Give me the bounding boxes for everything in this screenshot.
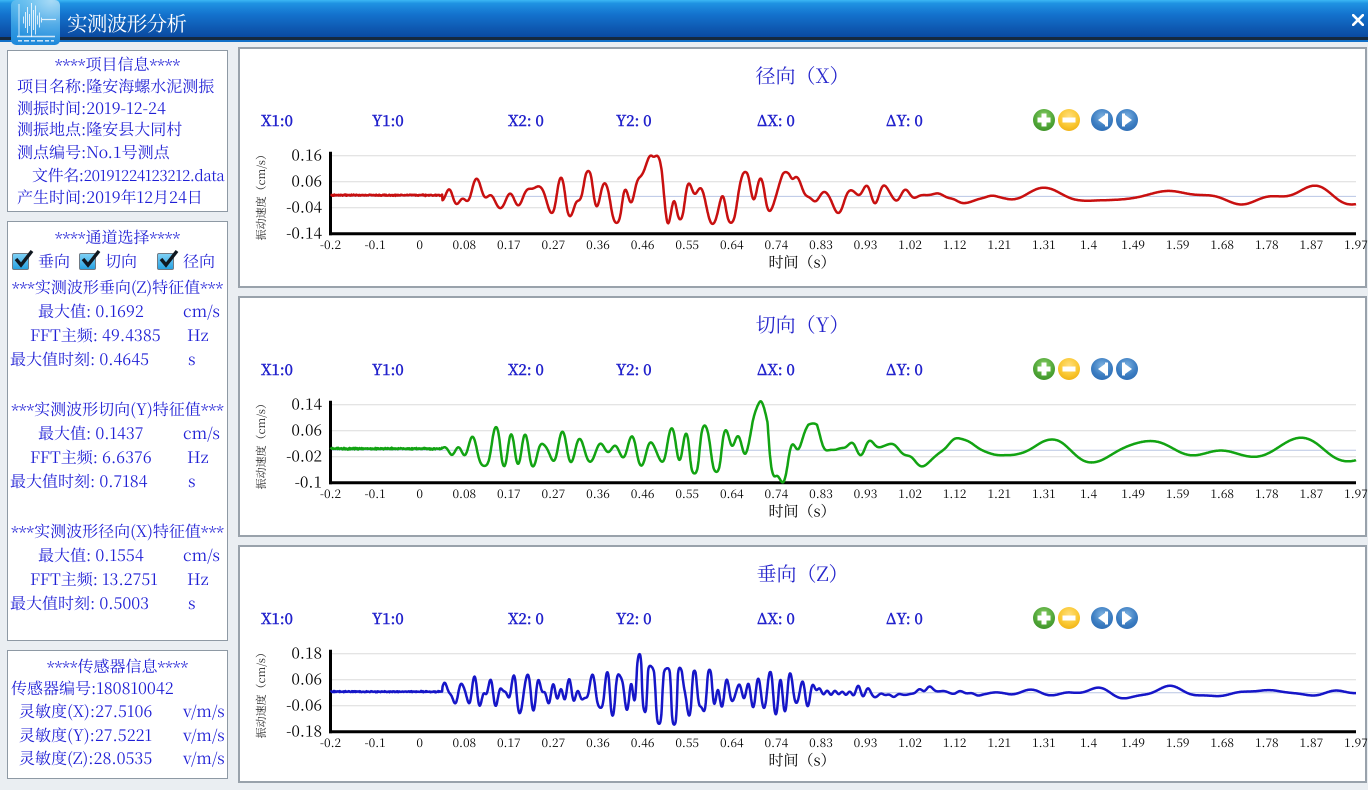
svg-text:-0.2: -0.2: [320, 734, 342, 751]
svg-text:时间（s）: 时间（s）: [768, 252, 835, 273]
svg-text:0.06: 0.06: [291, 170, 322, 192]
svg-text:-0.02: -0.02: [286, 445, 322, 467]
svg-text:0: 0: [416, 485, 423, 502]
svg-text:0.74: 0.74: [765, 485, 789, 502]
svg-text:1.4: 1.4: [1080, 485, 1098, 502]
svg-text:0.83: 0.83: [809, 734, 833, 751]
svg-text:0.83: 0.83: [809, 485, 833, 502]
svg-text:1.78: 1.78: [1255, 734, 1279, 751]
svg-text:-0.1: -0.1: [295, 471, 322, 493]
svg-text:-0.2: -0.2: [320, 485, 342, 502]
svg-text:-0.2: -0.2: [320, 236, 342, 253]
svg-text:1.4: 1.4: [1080, 236, 1098, 253]
svg-text:0.64: 0.64: [720, 734, 744, 751]
svg-text:1.97: 1.97: [1344, 236, 1368, 253]
svg-text:0.64: 0.64: [720, 236, 744, 253]
svg-text:1.31: 1.31: [1032, 734, 1056, 751]
svg-text:-0.1: -0.1: [364, 236, 385, 253]
svg-text:0: 0: [416, 734, 423, 751]
svg-text:时间（s）: 时间（s）: [768, 501, 835, 522]
svg-text:0: 0: [416, 236, 423, 253]
svg-text:0.17: 0.17: [497, 734, 521, 751]
svg-text:1.12: 1.12: [943, 236, 967, 253]
svg-text:0.17: 0.17: [497, 485, 521, 502]
svg-text:1.31: 1.31: [1032, 236, 1056, 253]
svg-text:0.55: 0.55: [675, 236, 699, 253]
svg-text:0.46: 0.46: [631, 485, 655, 502]
svg-text:0.08: 0.08: [452, 236, 476, 253]
svg-text:0.27: 0.27: [542, 734, 566, 751]
svg-text:0.74: 0.74: [765, 236, 789, 253]
svg-text:0.08: 0.08: [452, 485, 476, 502]
svg-text:0.64: 0.64: [720, 485, 744, 502]
svg-text:1.12: 1.12: [943, 734, 967, 751]
svg-text:1.68: 1.68: [1210, 734, 1234, 751]
svg-text:1.02: 1.02: [898, 734, 922, 751]
svg-text:0.83: 0.83: [809, 236, 833, 253]
svg-text:0.17: 0.17: [497, 236, 521, 253]
svg-text:1.12: 1.12: [943, 485, 967, 502]
svg-text:1.02: 1.02: [898, 236, 922, 253]
svg-text:-0.06: -0.06: [286, 694, 322, 716]
svg-text:1.97: 1.97: [1344, 485, 1368, 502]
svg-text:振动速度（cm/s）: 振动速度（cm/s）: [253, 398, 269, 489]
svg-text:1.49: 1.49: [1121, 734, 1145, 751]
svg-text:1.31: 1.31: [1032, 485, 1056, 502]
svg-text:-0.1: -0.1: [364, 734, 385, 751]
svg-text:时间（s）: 时间（s）: [768, 750, 835, 771]
svg-text:0.06: 0.06: [291, 419, 322, 441]
svg-text:0.93: 0.93: [854, 734, 878, 751]
svg-text:1.78: 1.78: [1255, 236, 1279, 253]
svg-text:-0.18: -0.18: [286, 720, 322, 742]
svg-text:1.68: 1.68: [1210, 485, 1234, 502]
svg-text:1.59: 1.59: [1166, 734, 1190, 751]
svg-text:1.21: 1.21: [987, 485, 1011, 502]
svg-text:0.14: 0.14: [291, 393, 322, 415]
svg-text:-0.1: -0.1: [364, 485, 385, 502]
svg-text:0.08: 0.08: [452, 734, 476, 751]
svg-text:0.18: 0.18: [291, 642, 322, 664]
svg-text:0.36: 0.36: [586, 236, 610, 253]
svg-text:1.78: 1.78: [1255, 485, 1279, 502]
svg-text:0.74: 0.74: [765, 734, 789, 751]
svg-text:1.87: 1.87: [1300, 734, 1324, 751]
svg-text:1.87: 1.87: [1300, 236, 1324, 253]
svg-text:振动速度（cm/s）: 振动速度（cm/s）: [253, 647, 269, 738]
svg-text:-0.14: -0.14: [286, 222, 322, 244]
svg-text:0.46: 0.46: [631, 236, 655, 253]
svg-text:1.59: 1.59: [1166, 485, 1190, 502]
svg-text:0.46: 0.46: [631, 734, 655, 751]
svg-text:0.36: 0.36: [586, 485, 610, 502]
svg-text:0.27: 0.27: [542, 485, 566, 502]
svg-text:0.06: 0.06: [291, 668, 322, 690]
svg-text:振动速度（cm/s）: 振动速度（cm/s）: [253, 149, 269, 240]
svg-text:0.36: 0.36: [586, 734, 610, 751]
svg-text:0.93: 0.93: [854, 485, 878, 502]
svg-text:1.87: 1.87: [1300, 485, 1324, 502]
svg-text:1.21: 1.21: [987, 236, 1011, 253]
svg-text:1.97: 1.97: [1344, 734, 1368, 751]
svg-text:0.55: 0.55: [675, 485, 699, 502]
svg-text:0.55: 0.55: [675, 734, 699, 751]
svg-text:0.93: 0.93: [854, 236, 878, 253]
svg-text:1.49: 1.49: [1121, 485, 1145, 502]
svg-text:1.59: 1.59: [1166, 236, 1190, 253]
svg-text:1.21: 1.21: [987, 734, 1011, 751]
svg-text:1.68: 1.68: [1210, 236, 1234, 253]
svg-text:1.49: 1.49: [1121, 236, 1145, 253]
svg-text:1.4: 1.4: [1080, 734, 1098, 751]
svg-text:-0.04: -0.04: [286, 196, 322, 218]
svg-text:0.27: 0.27: [542, 236, 566, 253]
svg-text:0.16: 0.16: [291, 144, 322, 166]
svg-text:1.02: 1.02: [898, 485, 922, 502]
